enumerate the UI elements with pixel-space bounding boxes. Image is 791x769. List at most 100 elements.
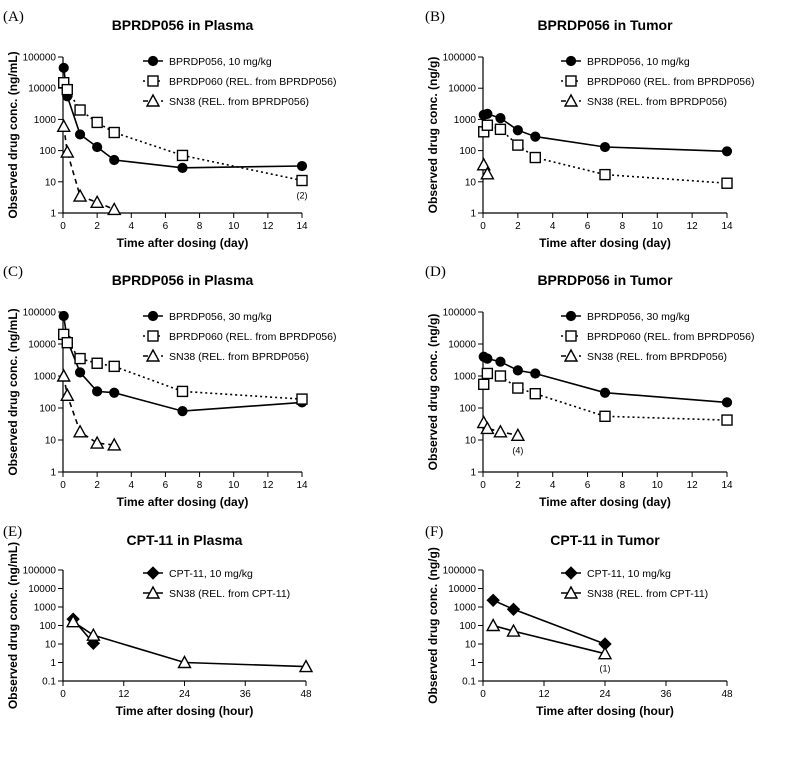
x-tick-label: 8 [197, 221, 203, 232]
x-tick-label: 0 [60, 221, 66, 232]
x-tick-label: 4 [129, 221, 135, 232]
x-tick-label: 14 [296, 221, 308, 232]
legend-marker [563, 93, 579, 107]
y-tick-label: 10000 [448, 84, 476, 95]
data-point [74, 104, 86, 116]
legend-marker [145, 93, 161, 107]
data-point [92, 386, 103, 397]
y-tick-label: 1000 [34, 372, 57, 383]
data-point [721, 146, 733, 157]
x-tick-label: 2 [515, 480, 521, 491]
y-axis-label: Observed drug conc. (ng/g) [426, 547, 440, 704]
x-tick-label: 12 [118, 689, 130, 700]
x-tick-label: 12 [687, 480, 699, 491]
y-tick-label: 10000 [28, 340, 56, 351]
data-point [721, 177, 733, 189]
x-tick-label: 14 [296, 480, 308, 491]
x-tick-label: 4 [550, 221, 556, 232]
data-point [482, 353, 493, 364]
data-point [512, 139, 524, 151]
y-tick-label: 100000 [23, 566, 57, 577]
data-point [91, 357, 103, 369]
y-tick-label: 100000 [23, 53, 57, 64]
legend-marker [147, 75, 159, 87]
series-line [62, 126, 115, 211]
y-tick-label: 100000 [23, 308, 57, 319]
y-tick-label: 1 [470, 658, 476, 669]
x-tick-label: 12 [538, 689, 550, 700]
y-tick-label: 10 [45, 177, 57, 188]
data-point [177, 406, 188, 417]
legend-marker [145, 585, 161, 599]
legend-label: BPRDP056, 30 mg/kg [169, 311, 272, 323]
series-bprdp056-10-mg-kg [478, 108, 733, 157]
legend-label: CPT-11, 10 mg/kg [587, 568, 671, 580]
x-tick-label: 10 [228, 221, 240, 232]
series-sn38-rel-from-bprdp056 [476, 157, 495, 180]
series-bprdp056-30-mg-kg [478, 351, 733, 408]
series-sn38-rel-from-cpt-11 [65, 614, 314, 673]
data-point [481, 119, 494, 131]
panel-label: (F) [425, 524, 443, 540]
legend-marker [565, 310, 577, 322]
data-point [599, 141, 611, 153]
legend-marker [145, 348, 161, 362]
data-point [485, 618, 501, 632]
y-tick-label: 1000 [34, 115, 57, 126]
x-tick-label: 14 [721, 480, 733, 491]
legend-marker [563, 348, 579, 362]
y-tick-label: 1 [50, 209, 56, 220]
data-point [58, 310, 69, 322]
legend-marker [147, 330, 159, 342]
x-tick-label: 48 [721, 689, 733, 700]
data-point [296, 160, 308, 172]
y-tick-label: 10 [465, 177, 477, 188]
data-point [72, 188, 88, 202]
y-axis-label: Observed drug conc. (ng/mL) [6, 308, 20, 475]
data-point [481, 367, 494, 380]
data-point [599, 168, 611, 181]
panel-b: (B) BPRDP056 in Tumor11010010001000010000… [425, 9, 754, 250]
x-tick-label: 0 [480, 689, 486, 700]
data-point [109, 154, 120, 166]
x-tick-label: 6 [585, 480, 591, 491]
data-point [512, 365, 523, 376]
x-axis-label: Time after dosing (hour) [116, 704, 254, 718]
data-point [599, 387, 611, 398]
y-tick-label: 10 [465, 640, 477, 651]
y-tick-label: 0.1 [42, 677, 56, 688]
x-axis-label: Time after dosing (day) [539, 236, 671, 250]
legend-label: SN38 (REL. from CPT-11) [587, 588, 708, 600]
data-point [177, 162, 188, 173]
panel-label: (B) [425, 9, 445, 25]
chart-title: CPT-11 in Tumor [550, 532, 660, 548]
series-bprdp056-10-mg-kg [58, 62, 308, 173]
x-tick-label: 6 [163, 221, 169, 232]
y-tick-label: 0.1 [462, 677, 476, 688]
legend-marker [146, 566, 160, 580]
data-point [177, 655, 192, 669]
data-point [176, 385, 189, 398]
data-point [61, 336, 73, 349]
x-tick-label: 8 [620, 480, 626, 491]
x-tick-label: 0 [60, 689, 66, 700]
series-bprdp060-rel-from-bprdp056 [58, 328, 308, 405]
x-tick-label: 24 [599, 689, 611, 700]
x-tick-label: 6 [585, 221, 591, 232]
y-tick-label: 1000 [454, 115, 477, 126]
data-point [529, 387, 541, 400]
chart-title: BPRDP056 in Plasma [112, 272, 254, 288]
legend-marker [565, 55, 577, 67]
legend-label: CPT-11, 10 mg/kg [169, 568, 253, 580]
data-point [296, 174, 308, 187]
data-point [298, 659, 314, 673]
legend-label: BPRDP056, 10 mg/kg [169, 56, 272, 68]
legend-label: BPRDP060 (REL. from BPRDP056) [587, 331, 754, 343]
x-axis-label: Time after dosing (day) [539, 495, 671, 509]
x-tick-label: 2 [94, 221, 100, 232]
data-point [61, 83, 73, 96]
x-tick-label: 4 [129, 480, 135, 491]
data-point [495, 356, 506, 367]
data-point [108, 360, 120, 373]
y-tick-label: 10000 [448, 584, 476, 595]
